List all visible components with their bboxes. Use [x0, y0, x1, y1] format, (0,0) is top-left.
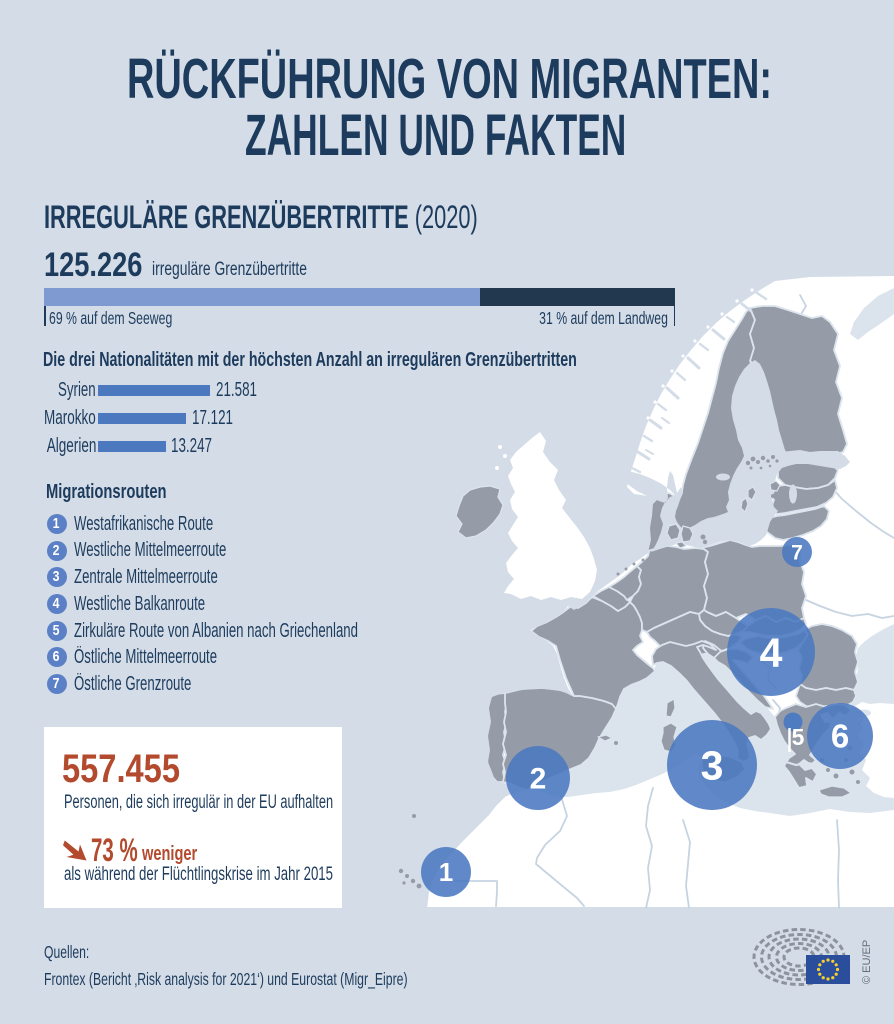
svg-text:1: 1: [439, 857, 453, 887]
svg-text:© EU/EP: © EU/EP: [861, 940, 873, 984]
svg-text:3: 3: [701, 742, 724, 788]
svg-text:4: 4: [760, 629, 783, 675]
svg-text:7: 7: [791, 541, 803, 564]
svg-text:5: 5: [792, 724, 805, 750]
svg-text:6: 6: [831, 718, 849, 755]
svg-text:2: 2: [530, 763, 547, 796]
